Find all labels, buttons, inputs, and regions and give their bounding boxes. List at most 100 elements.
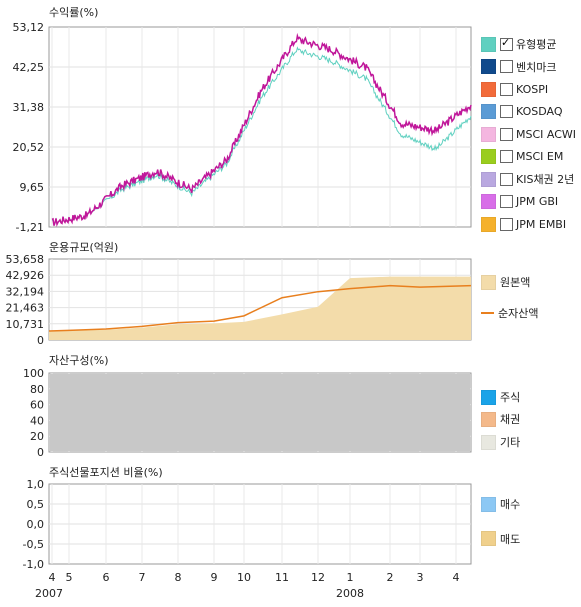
legend-swatch bbox=[481, 194, 496, 210]
returns-ytick-label: 42,25 bbox=[13, 61, 45, 74]
legend-item: 기타 bbox=[481, 431, 520, 454]
aum-ytick-label: 10,731 bbox=[6, 318, 45, 331]
x-year-label: 2007 bbox=[35, 587, 63, 600]
legend-swatch bbox=[481, 531, 496, 547]
x-tick-label: 4 bbox=[453, 571, 460, 584]
legend-item[interactable]: KOSPI bbox=[481, 78, 576, 101]
legend-label: MSCI EM bbox=[516, 150, 564, 164]
legend-checkbox[interactable] bbox=[500, 127, 513, 141]
futures-ytick-label: -0,5 bbox=[23, 538, 44, 551]
assets-title: 자산구성(%) bbox=[49, 354, 109, 367]
legend-swatch bbox=[481, 171, 496, 187]
legend-checkbox[interactable] bbox=[500, 150, 513, 164]
assets-ytick-label: 0 bbox=[37, 446, 44, 459]
legend-swatch bbox=[481, 274, 496, 290]
x-tick-label: 8 bbox=[175, 571, 182, 584]
futures-title: 주식선물포지션 비율(%) bbox=[49, 466, 163, 479]
legend-checkbox[interactable] bbox=[500, 60, 513, 74]
legend-label: KIS채권 2년 bbox=[516, 173, 575, 187]
returns-ytick-label: 9,65 bbox=[20, 181, 45, 194]
assets-ytick-label: 20 bbox=[30, 430, 44, 443]
legend-item: 채권 bbox=[481, 409, 520, 432]
returns-series-line bbox=[51, 32, 472, 227]
x-tick-label: 2 bbox=[387, 571, 394, 584]
x-tick-label: 3 bbox=[417, 571, 424, 584]
legend-swatch bbox=[481, 126, 496, 142]
assets-ytick-label: 80 bbox=[30, 383, 44, 396]
legend-item[interactable]: MSCI ACWI bbox=[481, 123, 576, 146]
legend-item[interactable]: KOSDAQ bbox=[481, 101, 576, 124]
legend-swatch bbox=[481, 81, 496, 97]
aum-net-asset-line bbox=[48, 284, 472, 332]
returns-series-line bbox=[51, 46, 472, 227]
aum-ytick-label: 32,194 bbox=[6, 285, 45, 298]
legend-checkbox[interactable] bbox=[500, 195, 513, 209]
legend-label: 순자산액 bbox=[498, 306, 539, 320]
legend-swatch bbox=[481, 434, 496, 450]
legend-item[interactable]: 유형평균 bbox=[481, 33, 576, 56]
legend-swatch bbox=[481, 149, 496, 165]
legend-checkbox[interactable] bbox=[500, 105, 513, 119]
legend-item: 순자산액 bbox=[481, 302, 538, 325]
x-tick-label: 4 bbox=[49, 571, 56, 584]
legend-label: 벤치마크 bbox=[516, 60, 557, 74]
legend-label: 기타 bbox=[500, 435, 521, 449]
legend-item[interactable]: KIS채권 2년 bbox=[481, 168, 576, 191]
legend-swatch bbox=[481, 496, 496, 512]
futures-ytick-label: 0,5 bbox=[27, 498, 45, 511]
assets-ytick-label: 40 bbox=[30, 414, 44, 427]
legend-item[interactable]: MSCI EM bbox=[481, 146, 576, 169]
x-tick-label: 11 bbox=[275, 571, 289, 584]
futures-ytick-label: -1,0 bbox=[23, 558, 44, 571]
legend-item: 매수 bbox=[481, 493, 520, 516]
legend-item: 원본액 bbox=[481, 271, 538, 294]
x-tick-label: 6 bbox=[103, 571, 110, 584]
returns-ytick-label: 53,12 bbox=[13, 21, 45, 34]
assets-ytick-label: 100 bbox=[23, 367, 44, 380]
legend-label: MSCI ACWI bbox=[516, 127, 577, 141]
returns-ytick-label: 20,52 bbox=[13, 141, 45, 154]
legend-swatch bbox=[481, 36, 496, 52]
legend-checkbox[interactable] bbox=[500, 217, 513, 231]
futures-ytick-label: 1,0 bbox=[27, 478, 45, 491]
legend-item[interactable]: 벤치마크 bbox=[481, 56, 576, 79]
legend-item[interactable]: JPM GBI bbox=[481, 191, 576, 214]
aum-principal-area bbox=[49, 276, 471, 340]
returns-title: 수익률(%) bbox=[49, 6, 98, 19]
assets-other-area bbox=[50, 374, 470, 451]
legend-label: JPM GBI bbox=[516, 195, 559, 209]
x-tick-label: 10 bbox=[237, 571, 251, 584]
legend-swatch bbox=[481, 311, 494, 314]
aum-ytick-label: 21,463 bbox=[6, 302, 45, 315]
aum-ytick-label: 42,926 bbox=[6, 269, 45, 282]
x-tick-label: 9 bbox=[211, 571, 218, 584]
x-tick-label: 1 bbox=[347, 571, 354, 584]
legend-label: JPM EMBI bbox=[516, 217, 567, 231]
aum-title: 운용규모(억원) bbox=[49, 241, 118, 254]
legend-swatch bbox=[481, 59, 496, 75]
legend-label: KOSPI bbox=[516, 82, 549, 96]
x-tick-label: 12 bbox=[311, 571, 325, 584]
x-tick-label: 7 bbox=[139, 571, 146, 584]
legend-checkbox[interactable] bbox=[500, 36, 513, 51]
legend-checkbox[interactable] bbox=[500, 82, 513, 96]
legend-swatch bbox=[481, 216, 496, 232]
legend-item[interactable]: JPM EMBI bbox=[481, 213, 576, 236]
x-year-label: 2008 bbox=[336, 587, 364, 600]
returns-ytick-label: 31,38 bbox=[13, 101, 45, 114]
legend-item: 주식 bbox=[481, 386, 520, 409]
legend-label: 매도 bbox=[500, 532, 521, 546]
futures-ytick-label: 0,0 bbox=[27, 518, 45, 531]
returns-ytick-label: -1,21 bbox=[16, 221, 44, 234]
returns-plot-frame bbox=[48, 26, 472, 228]
legend-checkbox[interactable] bbox=[500, 172, 513, 186]
legend-swatch bbox=[481, 104, 496, 120]
legend-label: 원본액 bbox=[500, 276, 531, 290]
x-tick-label: 5 bbox=[66, 571, 73, 584]
legend-label: 채권 bbox=[500, 413, 521, 427]
